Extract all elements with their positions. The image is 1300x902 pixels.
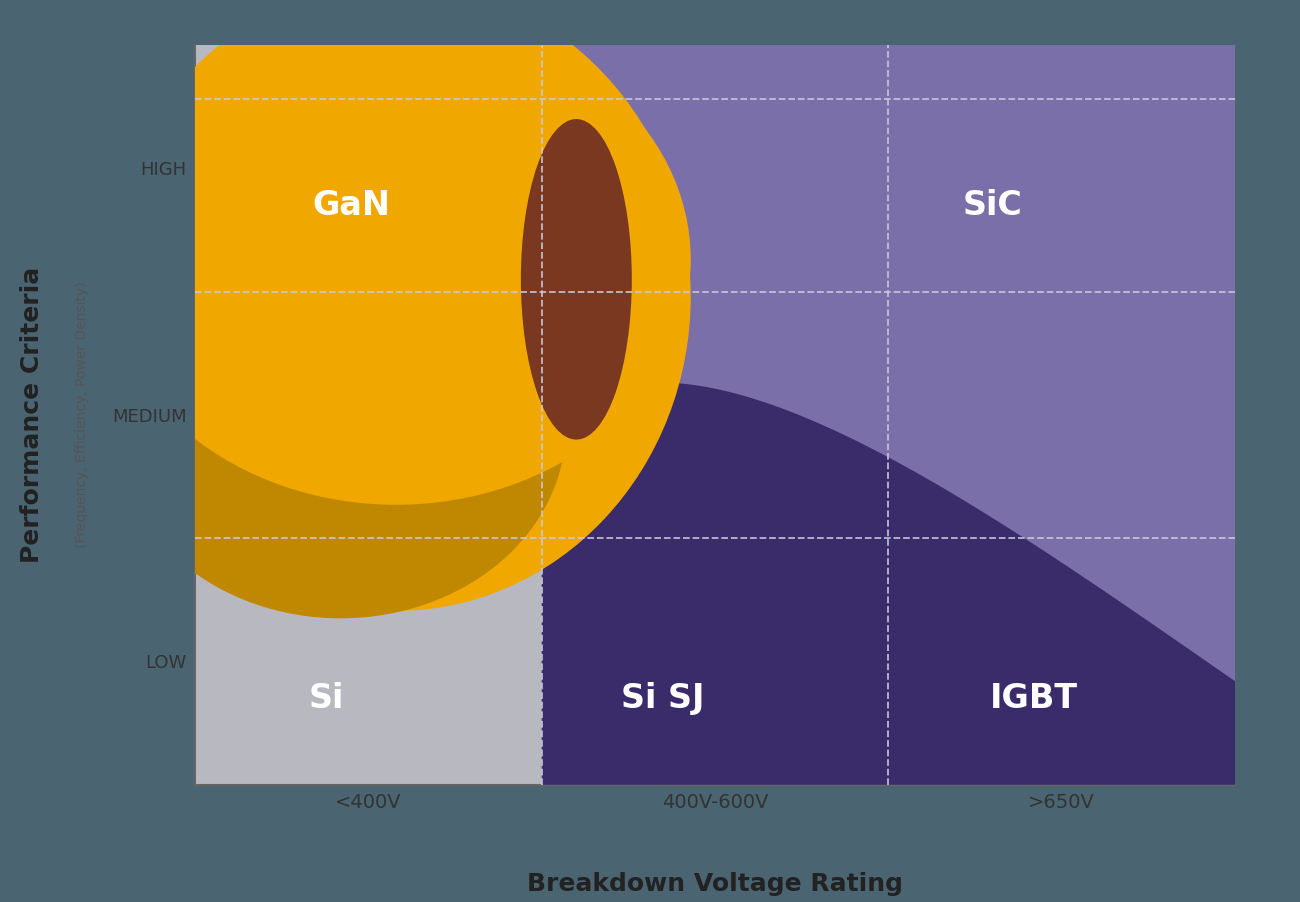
Text: Si SJ: Si SJ [621,682,705,715]
Ellipse shape [101,14,690,505]
Text: Breakdown Voltage Rating: Breakdown Voltage Rating [526,872,903,896]
Text: SiC: SiC [962,189,1022,222]
Bar [542,45,1235,785]
Text: (Frequency, Efficiency, Power Density): (Frequency, Efficiency, Power Density) [75,281,88,548]
Polygon shape [542,382,1235,785]
Ellipse shape [116,236,566,619]
Text: Si: Si [309,682,344,715]
Ellipse shape [101,0,690,611]
Text: IGBT: IGBT [989,682,1078,715]
Text: GaN: GaN [312,189,390,222]
Text: Performance Criteria: Performance Criteria [21,267,44,563]
Ellipse shape [521,119,632,439]
